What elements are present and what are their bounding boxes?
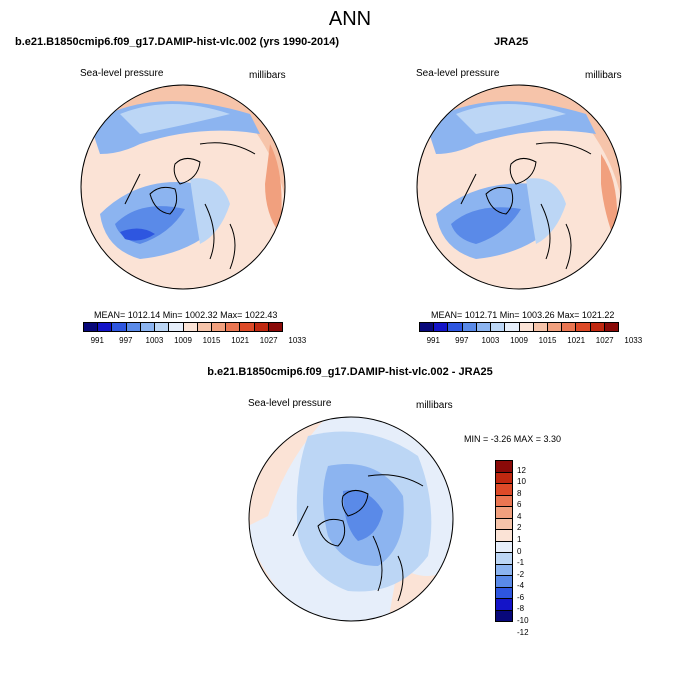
colorbar-tick-label: 1003 <box>481 336 500 345</box>
panel1-left-label: Sea-level pressure <box>80 68 164 79</box>
colorbar-tick-label: 1027 <box>259 336 278 345</box>
colorbar-swatch <box>496 587 512 599</box>
colorbar-tick-label: 1 <box>517 535 522 544</box>
panel1-stats: MEAN= 1012.14 Min= 1002.32 Max= 1022.43 <box>94 310 278 320</box>
colorbar-tick-label: -1 <box>517 558 525 568</box>
colorbar-tick-label: 10 <box>517 477 526 487</box>
colorbar-swatch <box>98 323 113 331</box>
panel2-title: JRA25 <box>494 36 529 48</box>
colorbar-swatch <box>496 599 512 611</box>
colorbar-swatch <box>462 323 477 331</box>
colorbar-swatch <box>562 323 577 331</box>
panel2-colorbar <box>419 322 619 332</box>
colorbar-swatch <box>496 541 512 553</box>
colorbar-swatch <box>476 323 492 331</box>
panel1-right-label: millibars <box>249 70 286 81</box>
colorbar-swatch <box>496 576 512 588</box>
colorbar-tick-label: 1009 <box>174 336 192 345</box>
colorbar-swatch <box>434 323 449 331</box>
panel3-title: b.e21.B1850cmip6.f09_g17.DAMIP-hist-vlc.… <box>207 366 493 378</box>
colorbar-tick-label: 1009 <box>510 336 528 345</box>
colorbar-swatch <box>496 507 512 519</box>
colorbar-swatch <box>505 323 520 331</box>
panel3-right-label: millibars <box>416 400 453 411</box>
panel2-left-label: Sea-level pressure <box>416 68 500 79</box>
colorbar-tick-label: 1033 <box>288 336 307 345</box>
panel3-polar-map <box>248 416 454 622</box>
colorbar-swatch <box>496 610 512 621</box>
colorbar-tick-label: 997 <box>119 336 133 345</box>
colorbar-swatch <box>420 323 435 331</box>
colorbar-swatch <box>155 323 170 331</box>
colorbar-tick-label: 1015 <box>202 336 221 345</box>
colorbar-tick-label: 8 <box>517 488 522 498</box>
colorbar-swatch <box>496 530 512 542</box>
colorbar-swatch <box>226 323 241 331</box>
colorbar-swatch <box>254 323 269 331</box>
panel1-colorbar <box>83 322 283 332</box>
colorbar-swatch <box>183 323 198 331</box>
colorbar-tick-label: 6 <box>517 500 522 510</box>
colorbar-swatch <box>576 323 591 331</box>
panel2-stats: MEAN= 1012.71 Min= 1003.26 Max= 1021.22 <box>431 310 615 320</box>
colorbar-swatch <box>197 323 212 331</box>
colorbar-tick-label: 4 <box>517 511 522 521</box>
colorbar-tick-label: 1015 <box>538 336 557 345</box>
colorbar-tick-label: 1033 <box>624 336 643 345</box>
colorbar-swatch <box>240 323 255 331</box>
colorbar-swatch <box>533 323 548 331</box>
colorbar-swatch <box>496 553 512 565</box>
colorbar-tick-label: 1027 <box>595 336 614 345</box>
colorbar-tick-label: 997 <box>455 336 469 345</box>
colorbar-swatch <box>519 323 534 331</box>
colorbar-tick-label: -8 <box>517 604 525 614</box>
colorbar-tick-label: 991 <box>426 336 440 345</box>
colorbar-swatch <box>590 323 605 331</box>
colorbar-tick-label: 0 <box>517 546 522 556</box>
panel2-right-label: millibars <box>585 70 622 81</box>
colorbar-swatch <box>140 323 156 331</box>
colorbar-swatch <box>112 323 127 331</box>
colorbar-tick-label: -10 <box>517 616 529 625</box>
colorbar-tick-label: 1021 <box>231 336 250 345</box>
colorbar-swatch <box>496 495 512 507</box>
colorbar-swatch <box>84 323 99 331</box>
colorbar-tick-label: -12 <box>517 627 529 637</box>
colorbar-swatch <box>491 323 506 331</box>
panel3-stats: MIN = -3.26 MAX = 3.30 <box>464 434 562 444</box>
colorbar-swatch <box>496 472 512 484</box>
colorbar-tick-label: 12 <box>517 465 526 475</box>
colorbar-swatch <box>496 564 512 576</box>
colorbar-tick-label: -6 <box>517 592 525 602</box>
colorbar-tick-label: 1021 <box>567 336 586 345</box>
colorbar-tick-label: 991 <box>90 336 104 345</box>
colorbar-swatch <box>496 461 512 473</box>
panel3-left-label: Sea-level pressure <box>248 398 332 409</box>
panel3-colorbar <box>495 460 513 622</box>
panel1-polar-map <box>80 84 286 290</box>
colorbar-swatch <box>448 323 463 331</box>
colorbar-swatch <box>169 323 184 331</box>
colorbar-tick-label: -2 <box>517 569 525 579</box>
colorbar-swatch <box>496 518 512 530</box>
colorbar-tick-label: -4 <box>517 581 525 591</box>
colorbar-tick-label: 2 <box>517 523 522 533</box>
colorbar-swatch <box>211 323 227 331</box>
figure-title: ANN <box>328 8 372 30</box>
colorbar-swatch <box>126 323 141 331</box>
colorbar-swatch <box>604 323 619 331</box>
colorbar-tick-label: 1003 <box>145 336 164 345</box>
panel1-title: b.e21.B1850cmip6.f09_g17.DAMIP-hist-vlc.… <box>15 36 340 48</box>
panel2-polar-map <box>416 84 622 290</box>
colorbar-swatch <box>268 323 283 331</box>
colorbar-swatch <box>496 484 512 496</box>
colorbar-swatch <box>547 323 563 331</box>
